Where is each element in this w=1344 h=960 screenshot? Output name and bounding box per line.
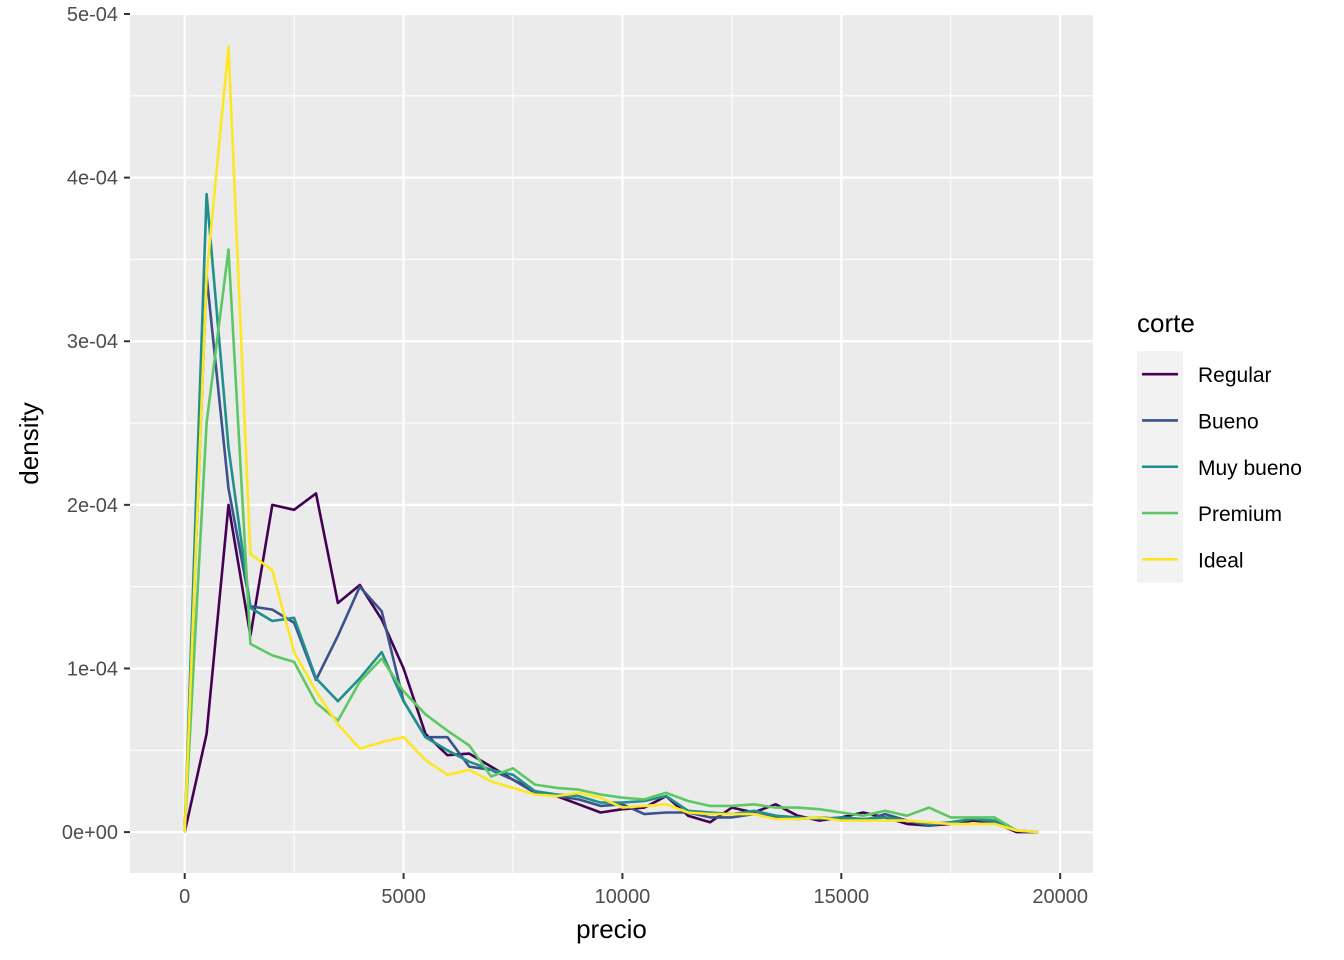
y-tick-label: 5e-04 <box>67 4 118 26</box>
legend: corte Regular Bueno Muy bueno Premium Ideal <box>1137 308 1302 583</box>
y-tick-label: 4e-04 <box>67 168 118 190</box>
series-line-bueno <box>183 274 1039 834</box>
axes: 0 5000 10000 15000 20000 0e+00 1e-04 2e-04 3e-04… <box>62 4 1088 908</box>
legend-label: Regular <box>1198 364 1272 387</box>
x-tick-label: 0 <box>179 886 190 908</box>
y-tick-label: 3e-04 <box>67 331 118 353</box>
y-tick-label: 1e-04 <box>67 658 118 680</box>
x-tick-label: 15000 <box>813 886 869 908</box>
legend-label: Premium <box>1198 503 1282 526</box>
series-line-premium <box>183 248 1039 834</box>
minor-gridlines <box>130 14 1093 873</box>
x-tick-label: 20000 <box>1032 886 1088 908</box>
major-gridlines <box>130 12 1093 873</box>
legend-label: Bueno <box>1198 410 1259 433</box>
legend-title: corte <box>1137 308 1195 338</box>
x-tick-label: 10000 <box>595 886 651 908</box>
legend-label: Ideal <box>1198 549 1244 572</box>
series-line-ideal <box>183 45 1039 834</box>
y-axis-title: density <box>14 402 44 484</box>
x-axis-title: precio <box>576 914 647 944</box>
x-tick-label: 5000 <box>381 886 426 908</box>
plot-panel <box>130 14 1093 873</box>
legend-items: Regular Bueno Muy bueno Premium Ideal <box>1142 364 1302 572</box>
series-lines <box>183 45 1039 834</box>
y-tick-label: 2e-04 <box>67 495 118 517</box>
y-tick-label: 0e+00 <box>62 822 118 844</box>
legend-label: Muy bueno <box>1198 457 1302 480</box>
